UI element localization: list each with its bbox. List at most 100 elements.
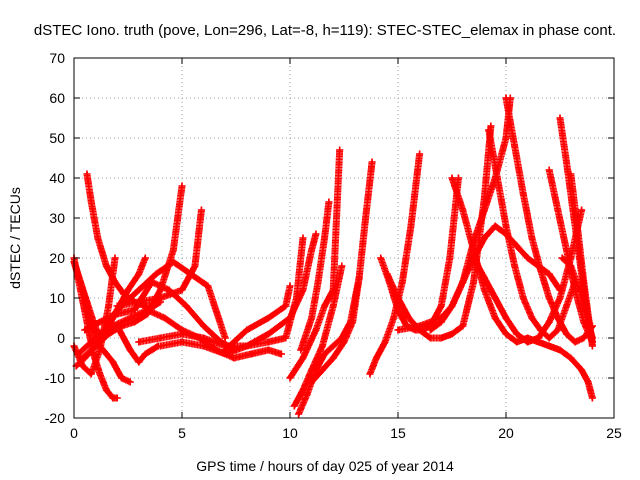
data-point: [537, 266, 545, 274]
data-point: [191, 262, 199, 270]
data-point: [264, 330, 272, 338]
data-point: [567, 170, 575, 178]
data-point: [513, 242, 521, 250]
data-point: [299, 286, 307, 294]
data-point: [398, 278, 406, 286]
data-point: [338, 262, 346, 270]
data-series: [297, 198, 333, 354]
data-point: [502, 94, 510, 102]
data-point-markers: [83, 170, 164, 310]
data-point: [178, 330, 186, 338]
data-point: [556, 114, 564, 122]
data-point: [200, 322, 208, 330]
data-point: [329, 354, 337, 362]
data-point: [573, 222, 581, 230]
y-tick-label: -20: [45, 410, 65, 426]
data-point: [437, 318, 445, 326]
data-series: [290, 262, 346, 410]
x-tick-label: 0: [70, 425, 78, 441]
data-point: [426, 334, 434, 342]
data-point: [394, 306, 402, 314]
data-point: [314, 278, 322, 286]
data-point: [141, 254, 149, 262]
data-point: [446, 254, 454, 262]
data-point: [264, 338, 272, 346]
data-point: [588, 334, 596, 342]
data-point: [312, 366, 320, 374]
data-point: [87, 338, 95, 346]
data-point: [578, 206, 586, 214]
y-tick-label: 60: [49, 90, 65, 106]
data-point: [513, 330, 521, 338]
data-point: [286, 282, 294, 290]
data-series: [366, 150, 424, 378]
data-point: [519, 294, 527, 302]
data-point: [299, 234, 307, 242]
data-point: [295, 410, 303, 418]
data-point: [197, 206, 205, 214]
data-series: [113, 206, 205, 310]
data-point: [299, 354, 307, 362]
data-point: [340, 338, 348, 346]
data-point: [491, 294, 499, 302]
y-axis-label: dSTEC / TECUs: [7, 187, 23, 289]
data-point: [102, 318, 110, 326]
x-tick-label: 15: [390, 425, 406, 441]
y-tick-label: 30: [49, 210, 65, 226]
data-point: [156, 334, 164, 342]
data-point: [308, 246, 316, 254]
data-point: [321, 234, 329, 242]
data-point: [372, 354, 380, 362]
data-point: [290, 402, 298, 410]
data-point: [562, 330, 570, 338]
data-point: [297, 346, 305, 354]
data-point: [511, 262, 519, 270]
data-point: [102, 386, 110, 394]
data-series: [156, 230, 320, 358]
data-point: [130, 318, 138, 326]
y-tick-label: 50: [49, 130, 65, 146]
y-tick-label: 40: [49, 170, 65, 186]
data-point: [528, 234, 536, 242]
data-point: [470, 278, 478, 286]
x-tick-label: 20: [498, 425, 514, 441]
data-point: [502, 330, 510, 338]
data-series: [83, 170, 164, 310]
data-point: [426, 326, 434, 334]
data-point: [502, 314, 510, 322]
data-point: [366, 370, 374, 378]
data-point: [554, 326, 562, 334]
data-point: [141, 350, 149, 358]
data-point: [588, 394, 596, 402]
data-point: [571, 338, 579, 346]
data-point: [362, 214, 370, 222]
data-point: [148, 346, 156, 354]
data-point: [169, 258, 177, 266]
data-point: [277, 350, 285, 358]
data-series: [383, 122, 495, 342]
data-point: [135, 298, 143, 306]
data-point: [118, 374, 126, 382]
y-tick-label: -10: [45, 370, 65, 386]
data-point: [230, 354, 238, 362]
data-point: [556, 294, 564, 302]
data-point: [308, 314, 316, 322]
data-point: [299, 386, 307, 394]
data-point: [74, 350, 82, 358]
data-point: [204, 282, 212, 290]
data-point: [96, 318, 104, 326]
data-point: [243, 342, 251, 350]
data-point: [381, 338, 389, 346]
data-point: [152, 270, 160, 278]
data-point: [169, 246, 177, 254]
data-point: [554, 206, 562, 214]
data-point: [178, 182, 186, 190]
data-point: [143, 306, 151, 314]
data-point-markers: [366, 150, 424, 378]
data-point: [87, 370, 95, 378]
data-point: [448, 174, 456, 182]
data-point: [156, 342, 164, 350]
data-point: [105, 302, 113, 310]
data-point: [182, 302, 190, 310]
